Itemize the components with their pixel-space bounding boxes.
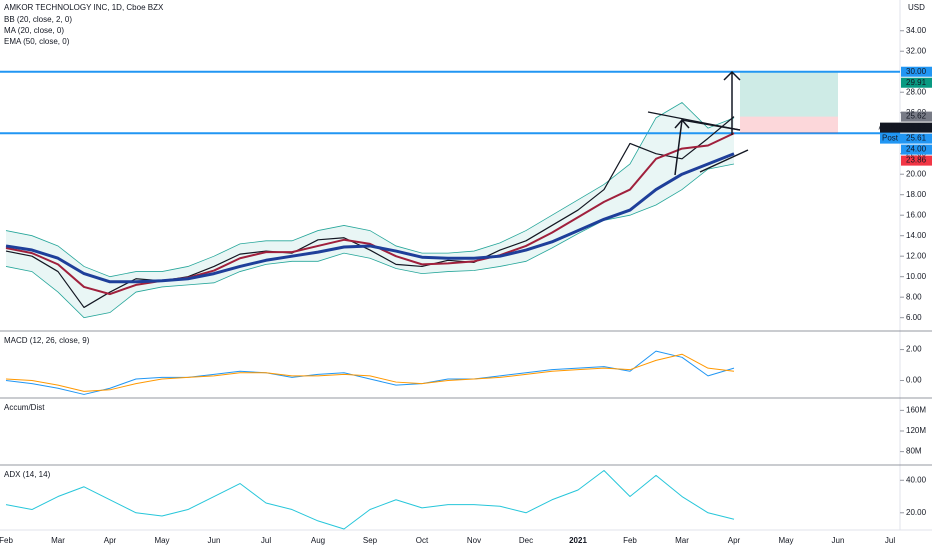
y-tick-label: 20.00 xyxy=(906,169,927,178)
arrow-head xyxy=(674,118,690,129)
x-tick-label: May xyxy=(154,536,169,545)
y-tick-label: 6.00 xyxy=(906,313,922,322)
y-tick-label: 20.00 xyxy=(906,508,927,517)
y-tick-label: 34.00 xyxy=(906,26,927,35)
x-tick-label: May xyxy=(778,536,793,545)
x-tick-label: Jul xyxy=(885,536,895,545)
chart-title: AMKOR TECHNOLOGY INC, 1D, Cboe BZX xyxy=(4,3,164,12)
price-label-box xyxy=(901,133,932,144)
y-tick-label: 18.00 xyxy=(906,190,927,199)
x-tick-label: Jun xyxy=(832,536,845,545)
y-tick-label: 8.00 xyxy=(906,292,922,301)
y-tick-label: 28.00 xyxy=(906,87,927,96)
x-tick-label: Feb xyxy=(0,536,13,545)
x-tick-label: Mar xyxy=(51,536,65,545)
price-label: 23.86 xyxy=(906,156,927,165)
legend-entry: MA (20, close, 0) xyxy=(4,26,64,35)
price-label-box xyxy=(901,66,932,77)
x-tick-label: Sep xyxy=(363,536,378,545)
series-line xyxy=(5,152,735,284)
plot: Feb Mar Apr May Jun Jul Aug Sep Oct Nov Dec 2021 Feb… xyxy=(0,26,932,545)
arrow-head xyxy=(723,70,741,81)
y-tick-label: 2.00 xyxy=(906,345,922,354)
legend-entry: MACD (12, 26, close, 9) xyxy=(4,336,90,345)
price-tag: Post xyxy=(882,134,899,143)
legend-entry: EMA (50, close, 0) xyxy=(4,37,70,46)
price-label: 30.00 xyxy=(906,67,927,76)
price-tag-box xyxy=(880,122,901,133)
y-tick-label: 160M xyxy=(906,405,926,414)
y-tick-label: 16.00 xyxy=(906,210,927,219)
band-upper xyxy=(5,101,735,278)
series-line xyxy=(5,132,735,296)
price-label: 25.61 xyxy=(906,134,927,143)
y-tick-label: 120M xyxy=(906,426,926,435)
series-line xyxy=(5,353,735,392)
y-tick-label: 0.00 xyxy=(906,376,922,385)
y-tick-label: 10.00 xyxy=(906,272,927,281)
x-tick-label: Aug xyxy=(311,536,325,545)
price-tag-box xyxy=(880,133,901,144)
price-label: 25.62 xyxy=(906,123,927,132)
x-tick-label: Mar xyxy=(675,536,689,545)
price-tag: AMKR xyxy=(878,123,901,132)
price-label-box xyxy=(901,77,932,88)
x-tick-label: Feb xyxy=(623,536,637,545)
y-tick-label: 80M xyxy=(906,447,922,456)
x-tick-label: Oct xyxy=(416,536,429,545)
trend-line xyxy=(699,149,749,173)
y-tick-label: 12.00 xyxy=(906,251,927,260)
price-label: 24.00 xyxy=(906,145,927,154)
series-line xyxy=(5,350,735,395)
stop-zone xyxy=(740,116,838,134)
legend-entry: ADX (14, 14) xyxy=(4,470,51,479)
y-tick-label: 32.00 xyxy=(906,46,927,55)
y-tick-label: 14.00 xyxy=(906,231,927,240)
x-tick-label: Apr xyxy=(728,536,741,545)
currency: USD xyxy=(908,3,925,12)
price-label: 29.91 xyxy=(906,78,927,87)
band-lower xyxy=(5,163,735,319)
y-tick-label: 40.00 xyxy=(906,475,927,484)
price-label-box xyxy=(901,144,932,155)
x-tick-label: 2021 xyxy=(569,536,587,545)
price-label-box xyxy=(901,111,932,122)
series-line xyxy=(5,470,735,530)
legend-entry: Accum/Dist xyxy=(4,403,45,412)
legend-entry: BB (20, close, 2, 0) xyxy=(4,15,72,24)
x-tick-label: Jul xyxy=(261,536,271,545)
target-zone xyxy=(740,72,838,117)
x-tick-label: Apr xyxy=(104,536,117,545)
price-label: 25.62 xyxy=(906,112,927,121)
price-label-box xyxy=(901,155,932,166)
x-tick-label: Dec xyxy=(519,536,533,545)
x-tick-label: Jun xyxy=(208,536,221,545)
price-label-box xyxy=(901,122,932,133)
x-tick-label: Nov xyxy=(467,536,481,545)
